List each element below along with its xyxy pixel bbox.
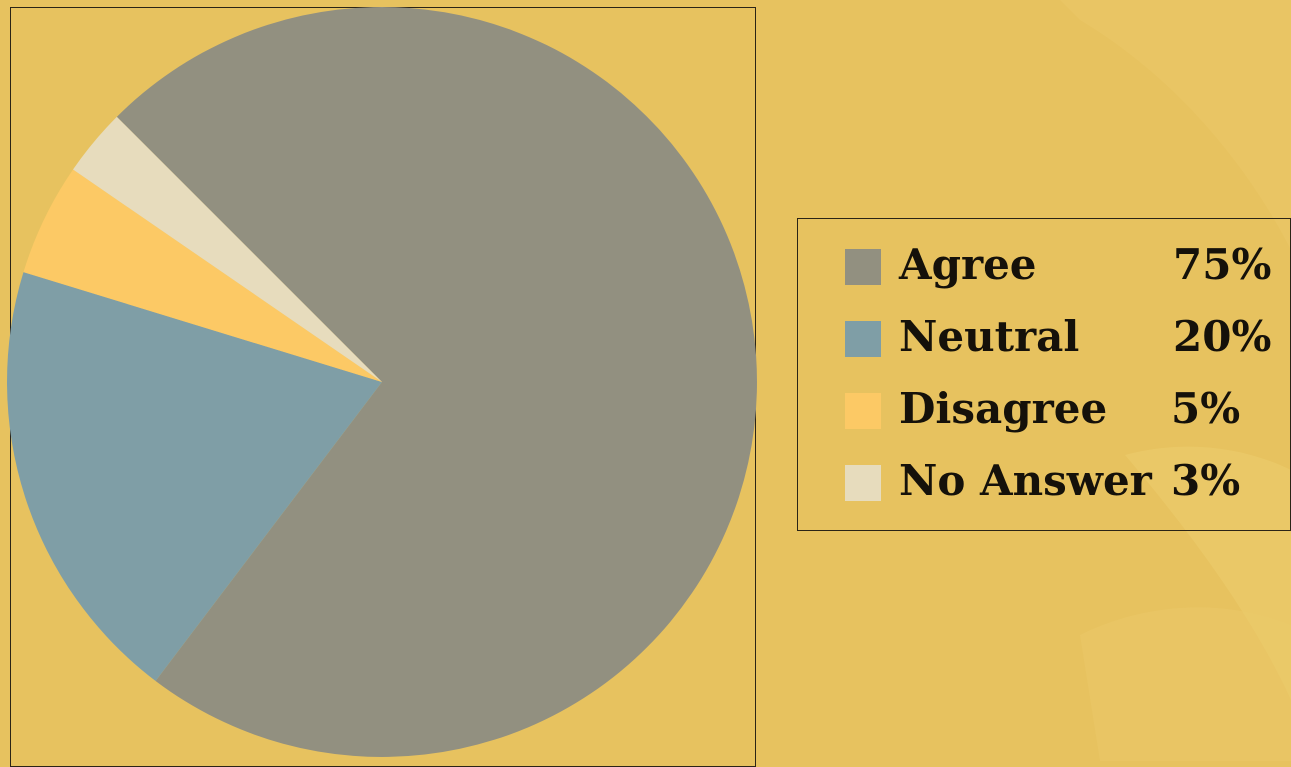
pie-slice-agree <box>116 6 757 757</box>
legend-swatch-agree <box>845 249 881 285</box>
legend-swatch-disagree <box>845 393 881 429</box>
legend: Agree 75% Neutral 20% Disagree 5% No Ans… <box>797 218 1291 531</box>
legend-label-neutral: Neutral <box>899 312 1080 361</box>
pie-slice-neutral <box>7 272 382 681</box>
legend-item-no-answer: No Answer 3% <box>845 435 1285 505</box>
legend-item-disagree: Disagree 5% <box>845 363 1285 433</box>
legend-value-agree: 75% <box>1173 240 1272 289</box>
legend-value-disagree: 5% <box>1171 384 1241 433</box>
legend-label-disagree: Disagree <box>899 384 1108 433</box>
legend-label-no-answer: No Answer <box>899 456 1152 505</box>
legend-value-no-answer: 3% <box>1171 456 1241 505</box>
legend-item-neutral: Neutral 20% <box>845 291 1285 361</box>
legend-value-neutral: 20% <box>1173 312 1272 361</box>
legend-item-agree: Agree 75% <box>845 219 1285 289</box>
legend-swatch-neutral <box>845 321 881 357</box>
pie-slice-disagree <box>23 169 383 382</box>
pie-slice-no-answer <box>73 116 382 382</box>
legend-label-agree: Agree <box>899 240 1037 289</box>
legend-swatch-no-answer <box>845 465 881 501</box>
